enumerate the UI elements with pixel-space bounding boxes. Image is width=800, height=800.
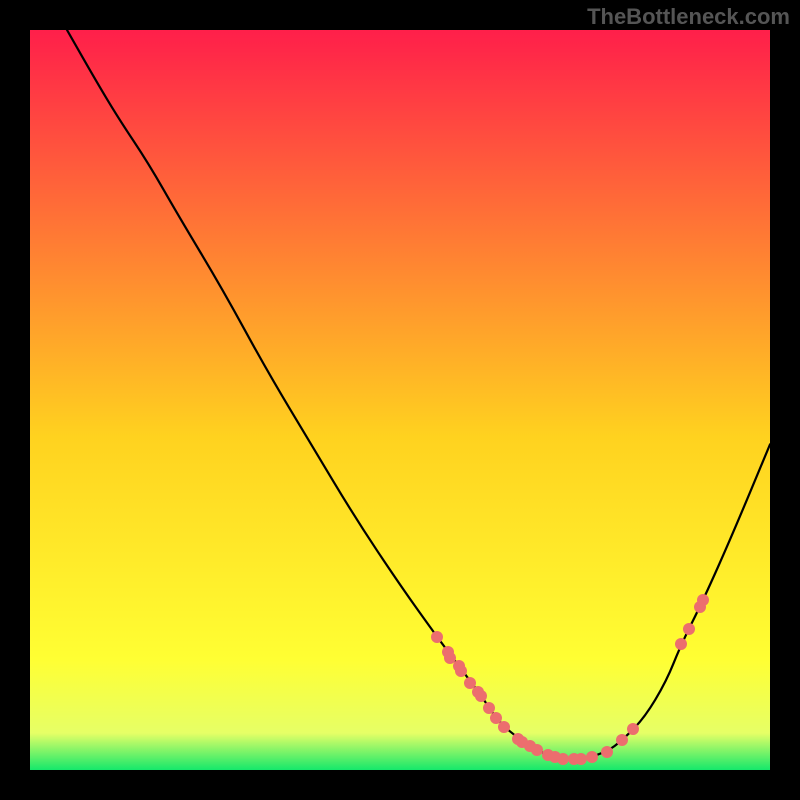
watermark-text: TheBottleneck.com	[587, 4, 790, 30]
data-marker	[627, 723, 639, 735]
data-marker	[675, 638, 687, 650]
data-marker	[431, 631, 443, 643]
plot-area	[30, 30, 770, 770]
data-marker	[601, 746, 613, 758]
data-marker	[616, 734, 628, 746]
data-marker	[475, 690, 487, 702]
markers-layer	[30, 30, 770, 770]
data-marker	[697, 594, 709, 606]
data-marker	[683, 623, 695, 635]
plot-frame: TheBottleneck.com	[0, 0, 800, 800]
data-marker	[586, 751, 598, 763]
data-marker	[498, 721, 510, 733]
data-marker	[455, 665, 467, 677]
